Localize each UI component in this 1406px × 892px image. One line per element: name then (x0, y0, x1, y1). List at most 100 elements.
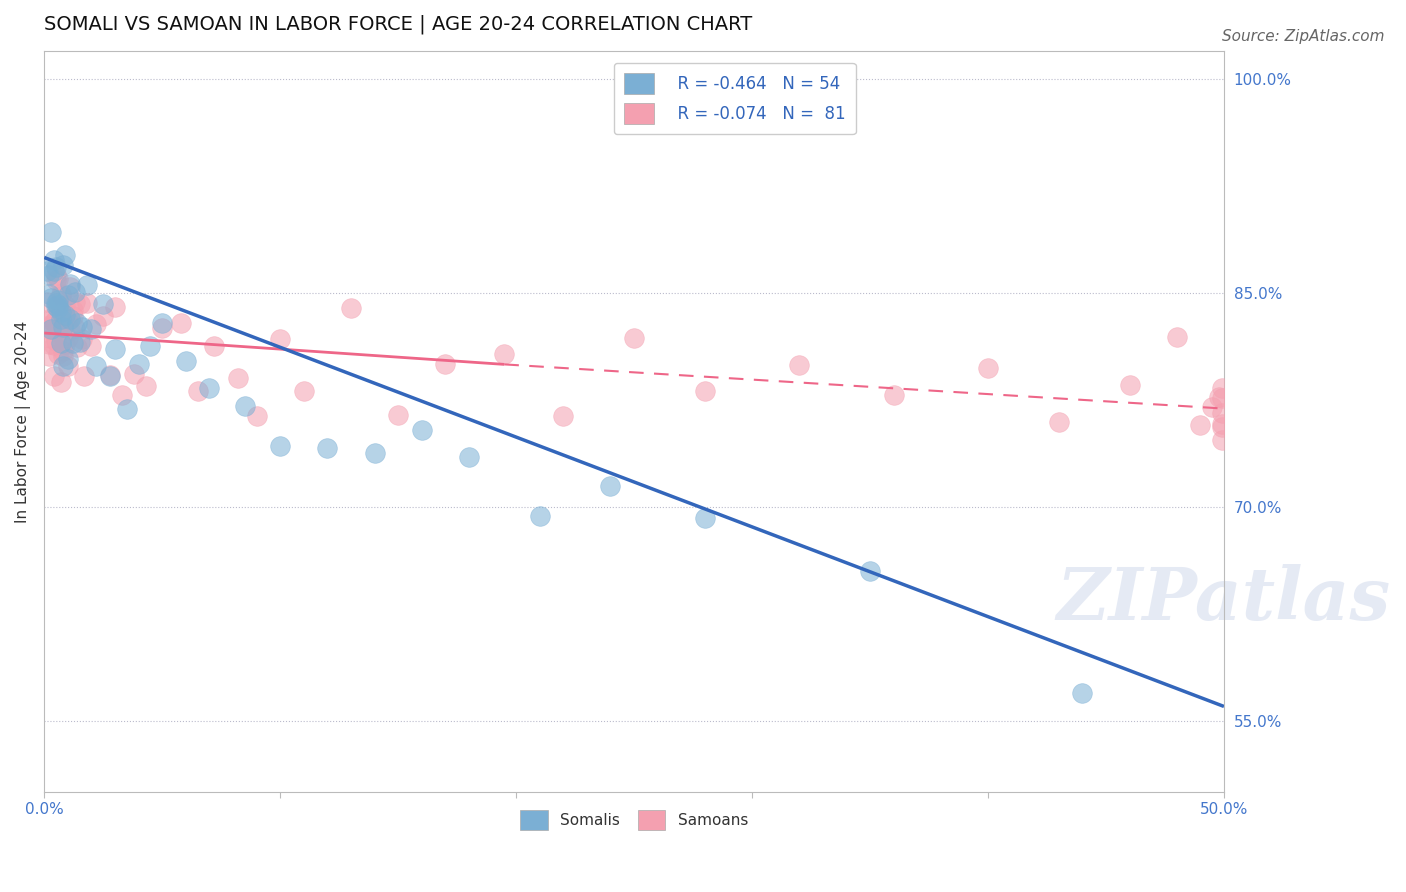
Point (56, 331, 79, 345)
Point (59, 279, 82, 293)
Point (91, 310, 114, 324)
Point (39, 291, 62, 305)
Point (387, 408, 409, 422)
Point (226, 370, 249, 384)
Point (49, 375, 72, 389)
Point (599, 479, 621, 493)
Point (340, 301, 363, 316)
Point (269, 439, 291, 453)
Point (69, 335, 91, 350)
Point (39, 225, 62, 239)
Point (38, 336, 60, 351)
Point (202, 339, 225, 353)
Point (363, 445, 385, 459)
Point (111, 387, 134, 401)
Point (55, 308, 77, 322)
Point (35, 264, 58, 278)
Point (49, 286, 72, 301)
Point (35, 319, 58, 334)
Point (883, 388, 905, 402)
Point (1211, 433, 1233, 447)
Point (977, 361, 1000, 376)
Point (150, 321, 173, 335)
Point (45, 334, 67, 348)
Point (76, 277, 98, 292)
Point (48, 301, 70, 316)
Point (45, 273, 67, 287)
Point (48, 293, 70, 308)
Point (48, 272, 70, 286)
Point (62, 302, 84, 317)
Point (1071, 686, 1094, 700)
Point (62, 336, 84, 351)
Y-axis label: In Labor Force | Age 20-24: In Labor Force | Age 20-24 (15, 320, 31, 523)
Point (38, 349, 60, 363)
Point (1211, 417, 1233, 431)
Point (269, 333, 291, 347)
Point (59, 323, 82, 337)
Point (187, 384, 209, 399)
Point (48, 347, 70, 361)
Point (45, 296, 67, 310)
Point (55, 308, 77, 322)
Point (135, 378, 157, 392)
Point (48, 322, 70, 336)
Point (80, 339, 103, 353)
Point (693, 384, 716, 398)
Point (73, 369, 96, 384)
Point (122, 367, 145, 381)
Point (1208, 391, 1230, 405)
Point (84, 318, 107, 332)
Point (91, 297, 114, 311)
Point (62, 309, 84, 323)
Point (80, 322, 103, 336)
Point (38, 322, 60, 336)
Point (35, 295, 58, 310)
Point (233, 400, 256, 414)
Point (39, 310, 62, 325)
Legend: Somalis, Samoans: Somalis, Samoans (515, 805, 754, 836)
Point (39, 331, 62, 345)
Point (48, 298, 70, 312)
Point (1189, 418, 1212, 433)
Point (553, 409, 575, 423)
Point (198, 381, 221, 395)
Point (42, 315, 65, 329)
Point (1211, 391, 1233, 405)
Point (1166, 329, 1188, 343)
Point (42, 338, 65, 352)
Point (787, 359, 810, 373)
Point (69, 297, 91, 311)
Point (458, 450, 481, 464)
Point (1211, 406, 1233, 420)
Point (1047, 415, 1070, 429)
Point (115, 402, 138, 417)
Point (411, 423, 433, 437)
Point (55, 298, 77, 312)
Point (49, 336, 72, 351)
Point (52, 349, 75, 363)
Point (56, 314, 79, 328)
Point (104, 300, 127, 314)
Point (1118, 378, 1140, 392)
Point (59, 312, 82, 326)
Point (84, 359, 107, 373)
Point (56, 359, 79, 373)
Point (52, 319, 75, 334)
Point (174, 353, 197, 368)
Point (434, 357, 457, 371)
Point (55, 247, 77, 261)
Point (59, 277, 82, 291)
Point (45, 260, 67, 275)
Point (245, 409, 267, 424)
Point (63, 285, 86, 300)
Point (39, 322, 62, 336)
Point (316, 441, 339, 455)
Point (1211, 420, 1233, 434)
Point (494, 347, 516, 361)
Point (693, 511, 716, 525)
Point (66, 316, 89, 330)
Text: ZIPatlas: ZIPatlas (1057, 564, 1391, 635)
Point (623, 331, 645, 345)
Point (39, 312, 62, 326)
